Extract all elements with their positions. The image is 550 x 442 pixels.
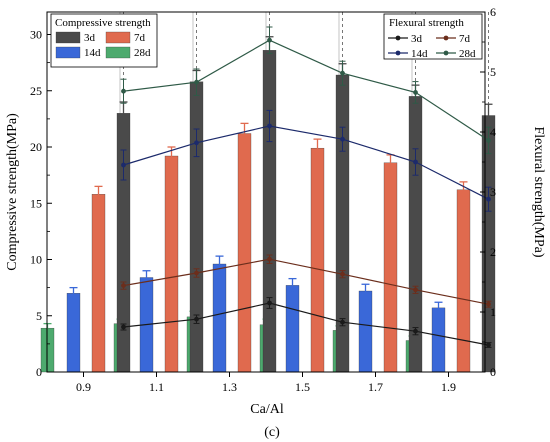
y-tick-label-left: 20 bbox=[30, 140, 42, 154]
legend-label-28d: 28d bbox=[134, 47, 151, 59]
y-tick-label-left: 15 bbox=[30, 196, 42, 210]
legend-swatch-7d bbox=[105, 31, 131, 44]
line-7d bbox=[123, 258, 489, 305]
point-14d-0.9 bbox=[121, 162, 126, 168]
point-14d-1.7 bbox=[413, 159, 418, 165]
point-28d-1.5 bbox=[340, 70, 345, 76]
x-tick-label: 1.1 bbox=[149, 380, 164, 394]
x-tick-label: 0.9 bbox=[76, 380, 91, 394]
point-28d-1.9 bbox=[486, 138, 491, 143]
legend-label-14d: 14d bbox=[84, 47, 101, 59]
compressive-legend-entries: 3d 7d 14d 28d bbox=[55, 31, 151, 59]
y-tick-label-left: 25 bbox=[30, 84, 42, 98]
point-14d-1.3 bbox=[267, 123, 272, 129]
flexural-legend-title: Flexural strength bbox=[389, 17, 464, 29]
bar-3d-1.1 bbox=[189, 81, 204, 373]
legend-marker-28d bbox=[443, 50, 449, 56]
y-axis-label-right: Flexural strength(MPa) bbox=[531, 126, 546, 257]
point-14d-1.5 bbox=[340, 136, 345, 142]
y-tick-label-left: 0 bbox=[36, 365, 42, 379]
point-14d-1.9 bbox=[486, 196, 491, 202]
legend-swatch-28d bbox=[105, 46, 131, 59]
point-28d-1.3 bbox=[267, 37, 272, 43]
figure-caption: (c) bbox=[264, 425, 280, 440]
x-tick-label: 1.9 bbox=[441, 380, 456, 394]
bars bbox=[40, 36, 496, 373]
flexural-legend-entries: 3d 7d 14d 28d bbox=[388, 33, 476, 60]
legend-label-3d: 3d bbox=[411, 33, 423, 45]
y-tick-label-right: 6 bbox=[490, 5, 496, 19]
legend-swatch-3d bbox=[55, 31, 81, 44]
x-tick-label: 1.7 bbox=[368, 380, 383, 394]
y-tick-label-left: 30 bbox=[30, 28, 42, 42]
x-axis-label: Ca/Al bbox=[250, 402, 284, 417]
bar-14d-1.7 bbox=[358, 290, 373, 373]
legend-label-3d: 3d bbox=[84, 32, 96, 44]
y-tick-label-right: 3 bbox=[490, 185, 496, 199]
point-3d-1.3 bbox=[267, 300, 272, 306]
legend-marker-7d bbox=[443, 35, 449, 41]
point-3d-1.7 bbox=[413, 328, 418, 334]
x-tick-label: 1.5 bbox=[295, 380, 310, 394]
point-3d-1.1 bbox=[194, 316, 199, 322]
legend-marker-14d bbox=[395, 50, 401, 56]
y-tick-label-left: 5 bbox=[36, 309, 42, 323]
point-7d-1.1 bbox=[194, 270, 199, 276]
point-7d-1.3 bbox=[267, 256, 272, 262]
point-14d-1.1 bbox=[194, 140, 199, 146]
bar-3d-1.5 bbox=[335, 74, 350, 373]
point-7d-1.9 bbox=[486, 301, 491, 307]
legend-marker-3d bbox=[395, 35, 401, 41]
legend-label-28d: 28d bbox=[459, 48, 476, 60]
line-14d bbox=[123, 125, 489, 200]
bar-14d-1.9 bbox=[431, 307, 446, 373]
bar-7d-1.3 bbox=[237, 133, 252, 373]
y-tick-label-right: 5 bbox=[490, 65, 496, 79]
compressive-legend-title: Compressive strength bbox=[55, 17, 151, 29]
line-series bbox=[120, 26, 492, 348]
bar-7d-0.9 bbox=[91, 194, 106, 373]
line-28d bbox=[123, 39, 489, 141]
legend-label-7d: 7d bbox=[459, 33, 471, 45]
line-3d bbox=[123, 302, 489, 346]
y-tick-label-left: 10 bbox=[30, 253, 42, 267]
bar-14d-1.3 bbox=[212, 263, 227, 373]
x-tick-label: 1.3 bbox=[222, 380, 237, 394]
point-3d-1.9 bbox=[486, 342, 491, 348]
flexural-legend: Flexural strength 3d 7d 14d 28d bbox=[383, 13, 483, 60]
point-7d-1.7 bbox=[413, 287, 418, 293]
bar-14d-0.9 bbox=[66, 293, 81, 373]
compressive-legend: Compressive strength 3d 7d 14d 28d bbox=[50, 13, 158, 68]
point-7d-1.5 bbox=[340, 271, 345, 277]
legend-label-7d: 7d bbox=[134, 32, 146, 44]
axes: 0 5 10 15 20 25 30 0 1 2 3 4 5 6 0.9 1.1 1.3 1.5 1.7 1.9 bbox=[30, 5, 496, 394]
bar-7d-1.5 bbox=[310, 147, 325, 373]
bar-7d-1.1 bbox=[164, 155, 179, 373]
bar-7d-1.9 bbox=[456, 189, 471, 373]
bar-7d-1.7 bbox=[383, 162, 398, 373]
point-28d-1.7 bbox=[413, 90, 418, 95]
flexural-legend-box bbox=[383, 13, 483, 60]
point-28d-1.1 bbox=[194, 79, 199, 85]
bar-3d-1.3 bbox=[262, 50, 277, 373]
y-tick-label-right: 2 bbox=[490, 245, 496, 259]
point-7d-0.9 bbox=[121, 283, 126, 288]
y-tick-label-right: 1 bbox=[490, 305, 496, 319]
bar-14d-1.5 bbox=[285, 285, 300, 373]
y-tick-label-right: 4 bbox=[490, 125, 496, 139]
y-tick-label-right: 0 bbox=[490, 365, 496, 379]
point-28d-0.9 bbox=[121, 88, 126, 94]
legend-swatch-14d bbox=[55, 46, 81, 59]
legend-label-14d: 14d bbox=[411, 48, 428, 60]
point-3d-0.9 bbox=[121, 324, 126, 330]
point-3d-1.5 bbox=[340, 319, 345, 325]
y-axis-label-left: Compressive strength(MPa) bbox=[5, 113, 20, 271]
